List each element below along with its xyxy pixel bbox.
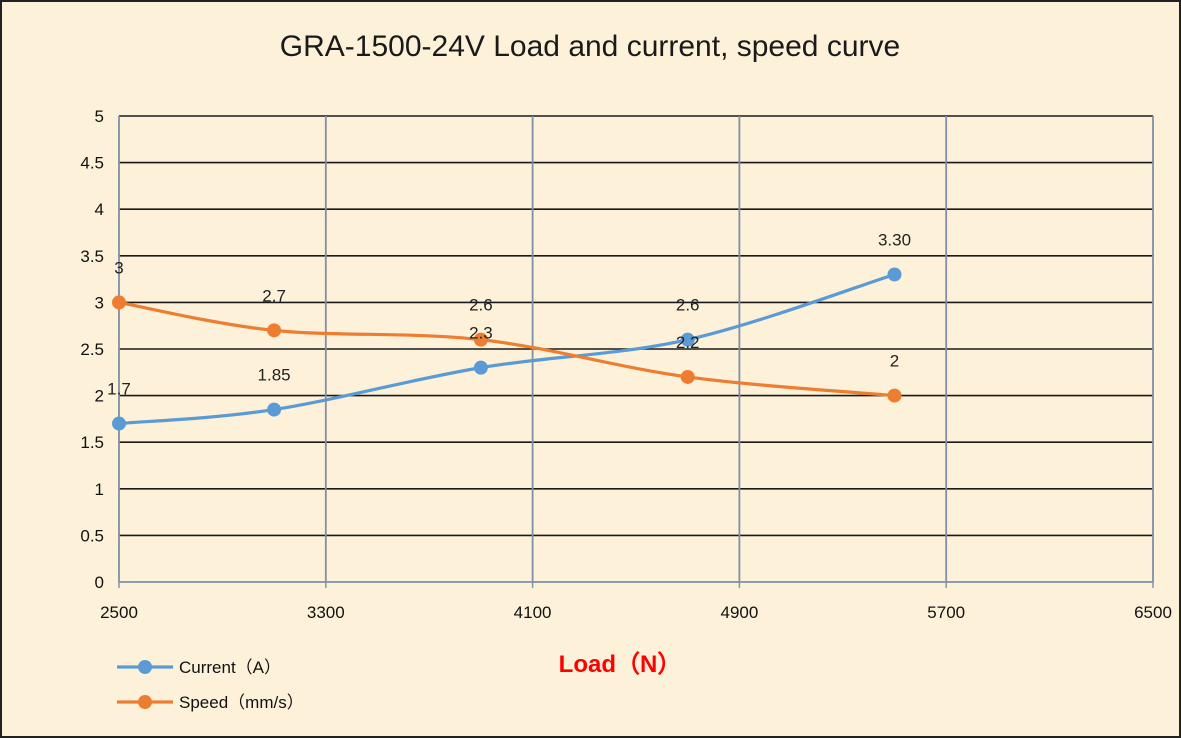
x-axis-title: Load（N） bbox=[559, 651, 682, 678]
data-label: 2 bbox=[890, 352, 899, 371]
y-tick-label: 1 bbox=[95, 480, 104, 499]
x-tick-label: 5700 bbox=[927, 603, 965, 622]
data-point bbox=[267, 402, 282, 417]
y-tick-label: 0.5 bbox=[80, 526, 104, 545]
axes: 0 0.5 1 1.5 2 2.5 3 3.5 4 4.5 5 2500 3300 4100 4900 570… bbox=[80, 107, 1172, 622]
legend-label: Current（A） bbox=[179, 658, 281, 677]
data-point bbox=[680, 332, 695, 347]
y-tick-label: 3 bbox=[95, 293, 104, 312]
data-label: 2.6 bbox=[676, 296, 700, 315]
x-tick-label: 4100 bbox=[514, 603, 552, 622]
data-label: 1.7 bbox=[107, 380, 131, 399]
data-label: 1.85 bbox=[258, 366, 291, 385]
x-tick-label: 2500 bbox=[100, 603, 138, 622]
x-tick-label: 3300 bbox=[307, 603, 345, 622]
y-tick-label: 0 bbox=[95, 573, 104, 592]
data-point bbox=[473, 360, 488, 375]
data-label: 3 bbox=[114, 258, 123, 277]
x-tick-label: 4900 bbox=[720, 603, 758, 622]
legend-marker bbox=[138, 695, 152, 709]
chart-title: GRA-1500-24V Load and current, speed cur… bbox=[280, 30, 900, 63]
y-tick-label: 4.5 bbox=[80, 154, 104, 173]
y-tick-label: 5 bbox=[95, 107, 104, 126]
data-label: 2.7 bbox=[262, 286, 286, 305]
legend-marker bbox=[138, 660, 152, 674]
data-point bbox=[887, 388, 902, 403]
data-point bbox=[887, 267, 902, 282]
data-point bbox=[473, 332, 488, 347]
data-point bbox=[112, 416, 126, 431]
legend-label: Speed（mm/s） bbox=[179, 693, 304, 712]
y-tick-label: 4 bbox=[95, 200, 104, 219]
data-label: 2.6 bbox=[469, 296, 493, 315]
grid bbox=[119, 115, 1154, 582]
data-label: 2.3 bbox=[469, 324, 493, 343]
legend: Current（A） Speed（mm/s） bbox=[117, 658, 304, 712]
y-tick-label: 2 bbox=[95, 387, 104, 406]
y-tick-label: 1.5 bbox=[80, 433, 104, 452]
data-label: 2.2 bbox=[676, 333, 700, 352]
data-point bbox=[680, 369, 695, 384]
data-point bbox=[112, 295, 126, 310]
data-label: 3.30 bbox=[878, 230, 911, 249]
y-tick-label: 2.5 bbox=[80, 340, 104, 359]
data-point bbox=[267, 323, 282, 338]
x-tick-label: 6500 bbox=[1134, 603, 1172, 622]
series-layer bbox=[112, 267, 902, 431]
data-labels: 1.7 1.85 2.3 2.6 3.30 3 2.7 2.6 2.2 2 bbox=[107, 230, 911, 398]
y-tick-label: 3.5 bbox=[80, 247, 104, 266]
